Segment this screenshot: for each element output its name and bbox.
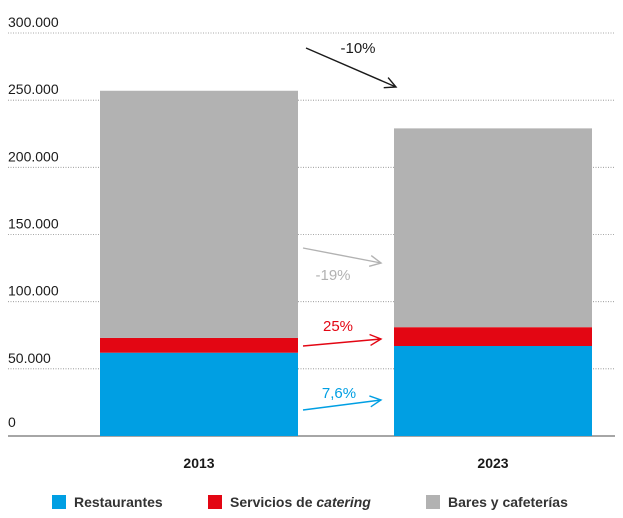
y-tick-label: 100.000 bbox=[8, 283, 59, 299]
legend-label-catering-italic: catering bbox=[316, 494, 371, 510]
stacked-bar-chart: 0 50.000 100.000 150.000 200.000 250.000 300.0… bbox=[8, 14, 615, 471]
x-axis-tick-labels: 2013 2023 bbox=[183, 455, 508, 471]
change-arrow bbox=[305, 47, 397, 88]
legend-item-restaurantes: Restaurantes bbox=[52, 494, 163, 510]
change-label: -10% bbox=[340, 40, 375, 57]
legend-label-catering: Servicios de catering bbox=[230, 494, 371, 510]
y-tick-label: 250.000 bbox=[8, 81, 59, 97]
change-arrowhead bbox=[369, 395, 383, 408]
legend-swatch-catering bbox=[208, 495, 222, 509]
change-label: 25% bbox=[323, 318, 353, 335]
change-arrowhead bbox=[368, 254, 383, 267]
bar-2013-series-0 bbox=[100, 352, 298, 436]
legend-item-bares: Bares y cafeterías bbox=[426, 494, 568, 510]
bar-2013-series-1 bbox=[100, 337, 298, 353]
y-tick-label: 50.000 bbox=[8, 350, 51, 366]
change-arrow bbox=[302, 338, 382, 347]
bars bbox=[100, 90, 592, 436]
y-tick-label: 150.000 bbox=[8, 216, 59, 232]
y-tick-label: 0 bbox=[8, 414, 16, 430]
y-axis-tick-labels: 0 50.000 100.000 150.000 200.000 250.000 300.0… bbox=[8, 14, 59, 430]
change-label: -19% bbox=[315, 267, 350, 284]
change-arrowhead bbox=[383, 77, 398, 89]
legend-swatch-restaurantes bbox=[52, 495, 66, 509]
x-tick-label: 2023 bbox=[477, 455, 508, 471]
legend-label-bares: Bares y cafeterías bbox=[448, 494, 568, 510]
change-arrowhead bbox=[369, 333, 383, 347]
change-annotations: -10% -19% 25% 7,6% bbox=[302, 40, 398, 411]
bar-2013-series-2 bbox=[100, 90, 298, 338]
y-tick-label: 300.000 bbox=[8, 14, 59, 30]
change-arrow bbox=[302, 399, 382, 411]
y-tick-label: 200.000 bbox=[8, 148, 59, 164]
legend-label-catering-plain: Servicios de bbox=[230, 494, 317, 510]
bar-2023-series-1 bbox=[394, 327, 592, 346]
bar-2023-series-2 bbox=[394, 128, 592, 328]
legend-label-restaurantes: Restaurantes bbox=[74, 494, 163, 510]
legend-item-catering: Servicios de catering bbox=[208, 494, 371, 510]
bar-2023-series-0 bbox=[394, 345, 592, 436]
x-tick-label: 2013 bbox=[183, 455, 214, 471]
change-arrow bbox=[302, 247, 382, 264]
legend-swatch-bares bbox=[426, 495, 440, 509]
change-label: 7,6% bbox=[322, 385, 356, 402]
legend: Restaurantes Servicios de catering Bares… bbox=[0, 494, 623, 518]
